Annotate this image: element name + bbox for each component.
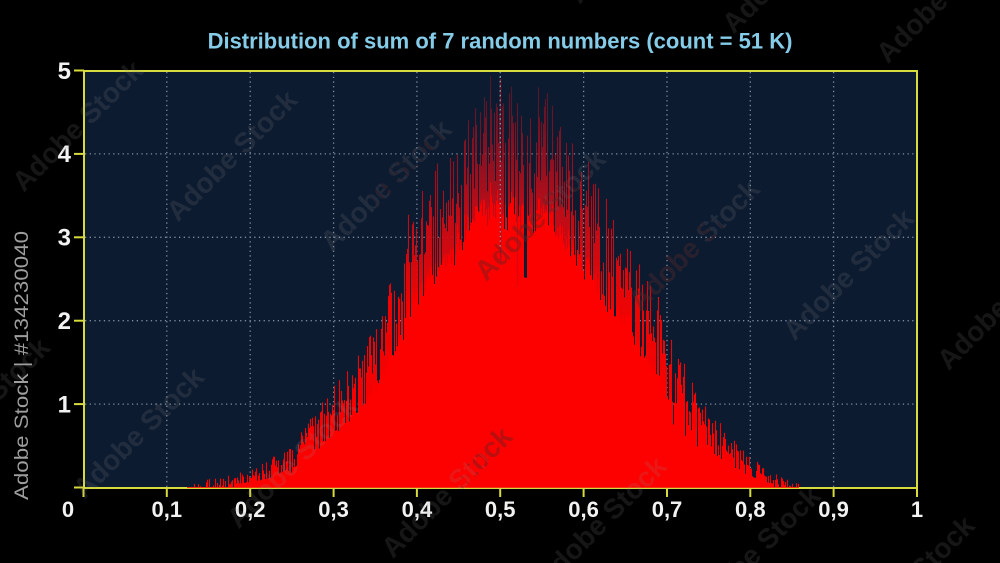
svg-text:Adobe Stock | #134230040: Adobe Stock | #134230040	[11, 231, 33, 500]
svg-text:0,7: 0,7	[652, 497, 683, 522]
svg-text:0,1: 0,1	[152, 497, 183, 522]
svg-text:0,2: 0,2	[235, 497, 266, 522]
svg-text:1: 1	[911, 497, 923, 522]
svg-text:0,4: 0,4	[402, 497, 433, 522]
svg-text:1: 1	[58, 391, 71, 418]
svg-text:0,6: 0,6	[568, 497, 599, 522]
svg-text:2: 2	[58, 308, 71, 335]
svg-text:0,5: 0,5	[485, 497, 516, 522]
svg-text:0,8: 0,8	[735, 497, 766, 522]
svg-text:3: 3	[58, 225, 71, 252]
svg-text:5: 5	[58, 58, 71, 85]
svg-text:0,9: 0,9	[818, 497, 849, 522]
svg-text:Distribution of sum of 7 rando: Distribution of sum of 7 random numbers …	[208, 28, 793, 53]
svg-text:0,3: 0,3	[318, 497, 349, 522]
svg-text:4: 4	[58, 141, 72, 168]
svg-text:0: 0	[62, 497, 74, 522]
